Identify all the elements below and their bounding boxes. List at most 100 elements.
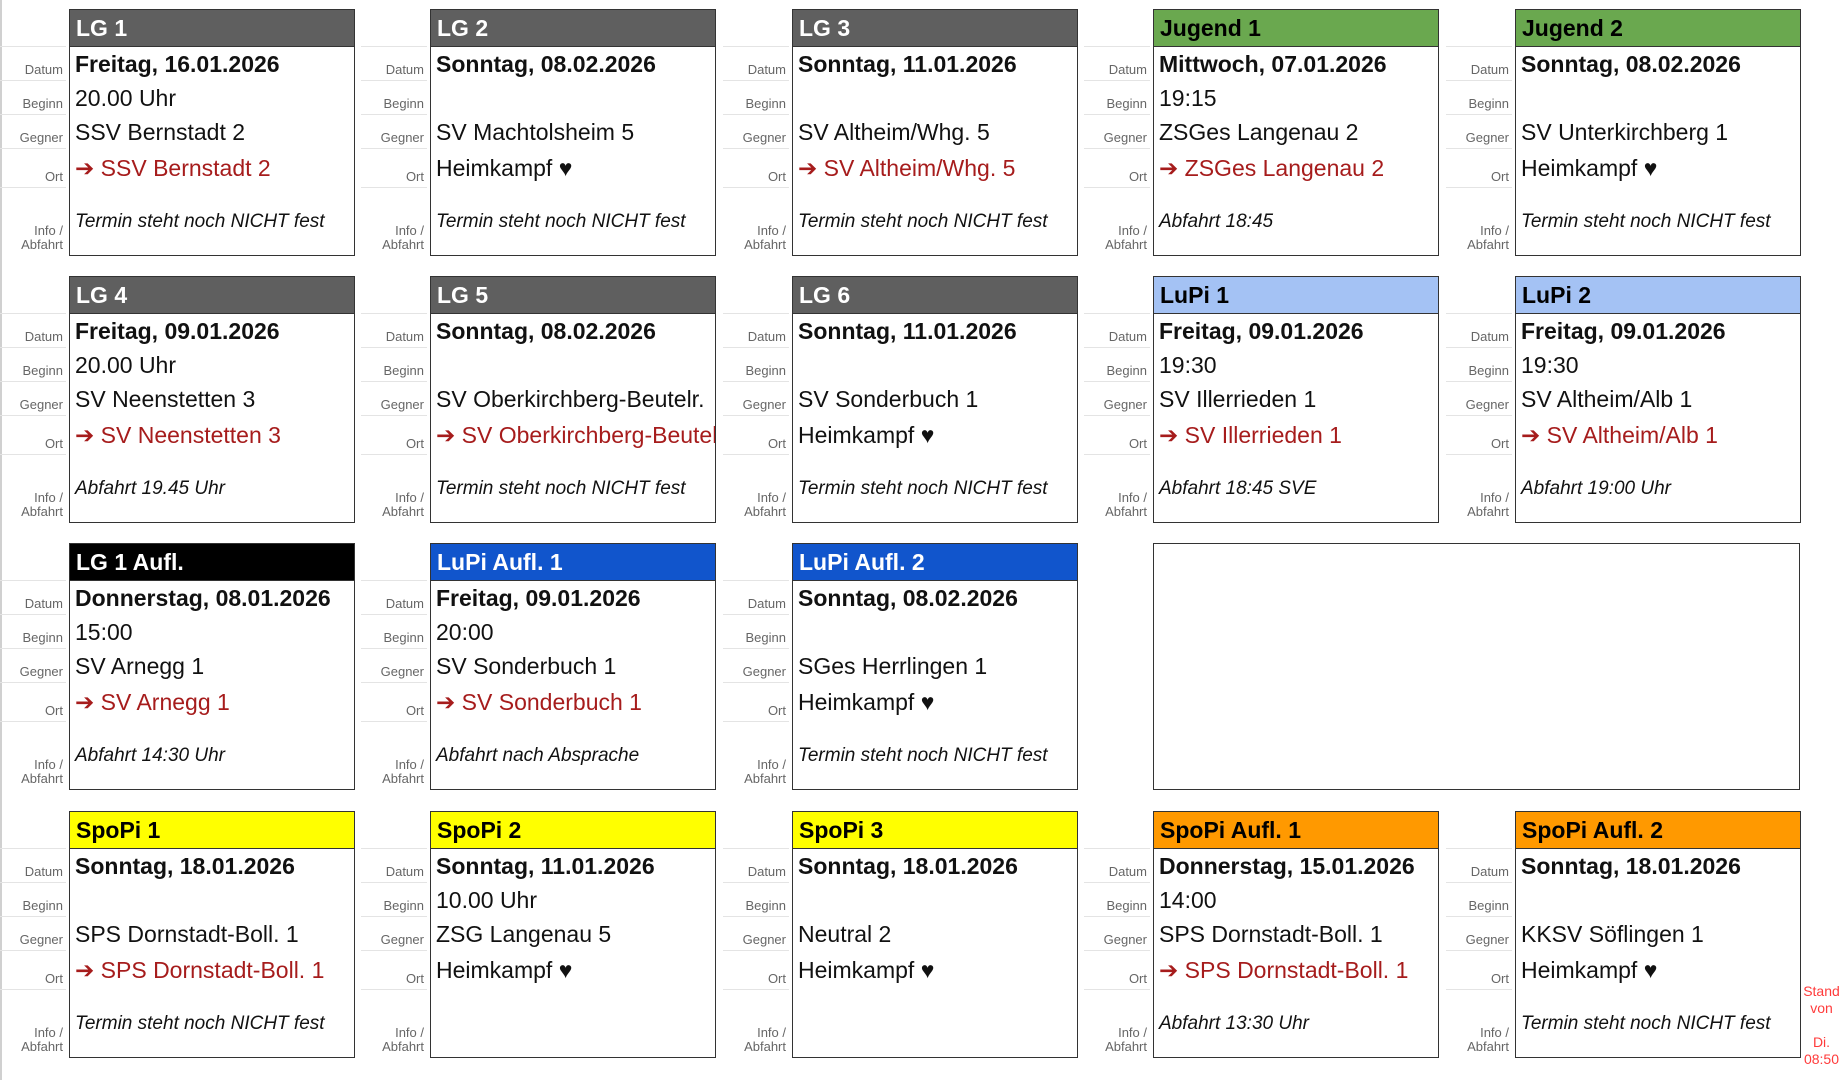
label-ort: Ort bbox=[723, 682, 789, 721]
label-ort: Ort bbox=[361, 950, 427, 989]
venue: ➔ SV Arnegg 1 bbox=[75, 689, 230, 715]
venue: Heimkampf ♥ bbox=[436, 155, 573, 181]
info-departure: Termin steht noch NICHT fest bbox=[75, 211, 325, 232]
card-box: LG 4 Freitag, 09.01.2026 20.00 Uhr SV Neens… bbox=[69, 276, 355, 523]
label-ort: Ort bbox=[0, 148, 66, 187]
label-beginn: Beginn bbox=[0, 80, 66, 114]
field-labels: Datum Beginn Gegner Ort Info / Abfahrt bbox=[723, 313, 789, 522]
field-labels: Datum Beginn Gegner Ort Info / Abfahrt bbox=[0, 580, 66, 789]
team-title: LG 2 bbox=[431, 10, 715, 47]
label-datum: Datum bbox=[0, 848, 66, 882]
label-info: Info / Abfahrt bbox=[361, 989, 427, 1057]
label-ort: Ort bbox=[361, 148, 427, 187]
match-start bbox=[431, 348, 715, 382]
team-title: Jugend 2 bbox=[1516, 10, 1800, 47]
match-start: 14:00 bbox=[1159, 887, 1217, 913]
team-title: Jugend 1 bbox=[1154, 10, 1438, 47]
venue: ➔ SV Altheim/Alb 1 bbox=[1521, 422, 1718, 448]
info-departure: Abfahrt nach Absprache bbox=[436, 745, 640, 766]
match-start: 20.00 Uhr bbox=[75, 85, 177, 111]
match-start: 19:30 bbox=[1159, 352, 1217, 378]
label-info: Info / Abfahrt bbox=[361, 187, 427, 255]
label-info: Info / Abfahrt bbox=[1084, 454, 1150, 522]
match-card: Datum Beginn Gegner Ort Info / Abfahrt LG 4 Fre… bbox=[0, 276, 360, 523]
match-start bbox=[793, 883, 1077, 917]
field-labels: Datum Beginn Gegner Ort Info / Abfahrt bbox=[1084, 46, 1150, 255]
label-beginn: Beginn bbox=[1084, 80, 1150, 114]
label-beginn: Beginn bbox=[1084, 882, 1150, 916]
match-start bbox=[793, 81, 1077, 115]
team-title: LG 1 Aufl. bbox=[70, 544, 354, 581]
label-beginn: Beginn bbox=[361, 347, 427, 381]
opponent: SV Illerrieden 1 bbox=[1159, 386, 1317, 412]
opponent: SV Machtolsheim 5 bbox=[436, 119, 635, 145]
card-box: LG 5 Sonntag, 08.02.2026 SV Oberkirchberg-… bbox=[430, 276, 716, 523]
label-ort: Ort bbox=[723, 950, 789, 989]
label-beginn: Beginn bbox=[0, 882, 66, 916]
info-departure: Termin steht noch NICHT fest bbox=[436, 211, 686, 232]
label-gegner: Gegner bbox=[723, 648, 789, 682]
field-labels: Datum Beginn Gegner Ort Info / Abfahrt bbox=[1084, 848, 1150, 1057]
match-date: Freitag, 16.01.2026 bbox=[75, 51, 280, 77]
label-datum: Datum bbox=[361, 580, 427, 614]
label-gegner: Gegner bbox=[1446, 381, 1512, 415]
team-title: SpoPi 1 bbox=[70, 812, 354, 849]
opponent: SGes Herrlingen 1 bbox=[798, 653, 988, 679]
label-info: Info / Abfahrt bbox=[723, 454, 789, 522]
label-datum: Datum bbox=[723, 46, 789, 80]
team-title: SpoPi Aufl. 2 bbox=[1516, 812, 1800, 849]
label-gegner: Gegner bbox=[361, 381, 427, 415]
info-departure: Abfahrt 18:45 bbox=[1159, 211, 1274, 232]
label-gegner: Gegner bbox=[0, 381, 66, 415]
label-datum: Datum bbox=[361, 313, 427, 347]
empty-card bbox=[1153, 543, 1800, 790]
label-beginn: Beginn bbox=[1446, 882, 1512, 916]
label-beginn: Beginn bbox=[1446, 80, 1512, 114]
match-card: Datum Beginn Gegner Ort Info / Abfahrt LG 1 Au… bbox=[0, 543, 360, 790]
label-info: Info / Abfahrt bbox=[0, 187, 66, 255]
label-gegner: Gegner bbox=[361, 916, 427, 950]
card-box: LG 2 Sonntag, 08.02.2026 SV Machtolsheim 5… bbox=[430, 9, 716, 256]
venue: Heimkampf ♥ bbox=[1521, 155, 1658, 181]
venue: ➔ SV Illerrieden 1 bbox=[1159, 422, 1342, 448]
venue: ➔ SV Neenstetten 3 bbox=[75, 422, 281, 448]
match-card: Datum Beginn Gegner Ort Info / Abfahrt SpoPi 3… bbox=[723, 811, 1083, 1058]
label-gegner: Gegner bbox=[361, 648, 427, 682]
label-datum: Datum bbox=[723, 313, 789, 347]
label-gegner: Gegner bbox=[1084, 114, 1150, 148]
team-title: LG 1 bbox=[70, 10, 354, 47]
label-info: Info / Abfahrt bbox=[723, 721, 789, 789]
match-card: Datum Beginn Gegner Ort Info / Abfahrt LG 5 Son… bbox=[361, 276, 721, 523]
match-start bbox=[1516, 883, 1800, 917]
team-title: LG 4 bbox=[70, 277, 354, 314]
match-date: Sonntag, 11.01.2026 bbox=[436, 853, 655, 879]
team-title: LG 3 bbox=[793, 10, 1077, 47]
left-border bbox=[0, 0, 2, 1080]
team-title: LuPi 2 bbox=[1516, 277, 1800, 314]
match-date: Freitag, 09.01.2026 bbox=[1521, 318, 1726, 344]
stand-timestamp: Stand von Di. 08:50 bbox=[1800, 983, 1843, 1068]
label-info: Info / Abfahrt bbox=[0, 989, 66, 1057]
match-date: Sonntag, 08.02.2026 bbox=[436, 318, 656, 344]
team-title: SpoPi Aufl. 1 bbox=[1154, 812, 1438, 849]
match-start bbox=[1516, 81, 1800, 115]
label-datum: Datum bbox=[0, 46, 66, 80]
match-date: Sonntag, 18.01.2026 bbox=[798, 853, 1018, 879]
label-ort: Ort bbox=[723, 415, 789, 454]
info-departure: Abfahrt 18:45 SVE bbox=[1159, 478, 1317, 499]
opponent: SV Sonderbuch 1 bbox=[436, 653, 617, 679]
label-datum: Datum bbox=[0, 580, 66, 614]
opponent: SV Neenstetten 3 bbox=[75, 386, 256, 412]
label-info: Info / Abfahrt bbox=[723, 989, 789, 1057]
opponent: SV Sonderbuch 1 bbox=[798, 386, 979, 412]
label-gegner: Gegner bbox=[1084, 916, 1150, 950]
label-info: Info / Abfahrt bbox=[1446, 454, 1512, 522]
label-datum: Datum bbox=[1084, 313, 1150, 347]
opponent: ZSGes Langenau 2 bbox=[1159, 119, 1359, 145]
match-card: Datum Beginn Gegner Ort Info / Abfahrt SpoPi 2… bbox=[361, 811, 721, 1058]
match-date: Mittwoch, 07.01.2026 bbox=[1159, 51, 1387, 77]
label-ort: Ort bbox=[0, 415, 66, 454]
label-beginn: Beginn bbox=[1084, 347, 1150, 381]
label-gegner: Gegner bbox=[723, 381, 789, 415]
